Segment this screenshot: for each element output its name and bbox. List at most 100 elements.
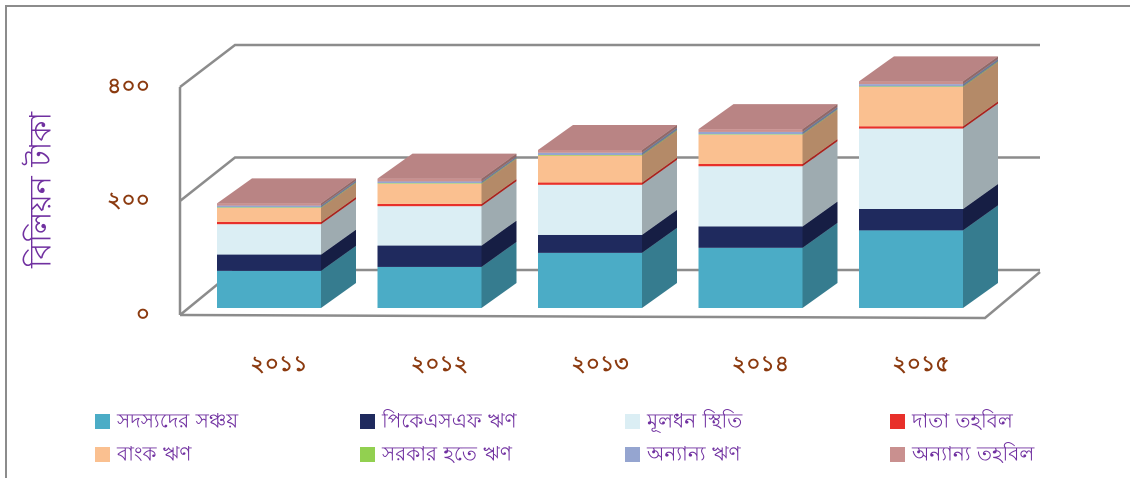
bar-side bbox=[642, 157, 677, 185]
x-tick-label: ২০১৩ bbox=[571, 352, 628, 377]
bar-side bbox=[802, 141, 838, 227]
bar-side bbox=[642, 209, 677, 253]
bar-front bbox=[377, 203, 482, 207]
bar-side bbox=[963, 56, 998, 85]
bar-side bbox=[802, 109, 838, 135]
bar-side bbox=[642, 127, 677, 155]
bar-top bbox=[698, 104, 838, 130]
bar-front bbox=[217, 203, 321, 206]
bar-segment bbox=[698, 222, 838, 308]
legend-swatch bbox=[360, 414, 375, 429]
bar-side bbox=[321, 180, 356, 208]
bar-segment bbox=[377, 241, 517, 308]
bar-segment bbox=[859, 205, 998, 308]
bar-segment bbox=[377, 158, 517, 184]
bar-side bbox=[642, 124, 677, 153]
bar-front bbox=[538, 184, 642, 235]
bar-segment bbox=[859, 184, 998, 231]
bar-front bbox=[538, 234, 642, 253]
bar-front bbox=[698, 129, 803, 132]
bar-side bbox=[481, 220, 517, 267]
bar-top bbox=[377, 153, 517, 179]
bar-segment bbox=[859, 56, 998, 85]
bar-side bbox=[481, 241, 517, 308]
bar-front bbox=[377, 245, 482, 267]
bar-side bbox=[963, 101, 998, 129]
frame bbox=[5, 5, 1130, 478]
bar-segment bbox=[859, 101, 998, 129]
bar-side bbox=[642, 130, 677, 156]
bar-side bbox=[802, 222, 838, 308]
bar-front bbox=[217, 270, 321, 308]
bar-front bbox=[698, 226, 803, 248]
bar-segment bbox=[217, 199, 356, 255]
bar-side bbox=[321, 178, 356, 206]
bar-segment bbox=[698, 106, 838, 135]
bar-front bbox=[698, 164, 803, 167]
bar-front bbox=[377, 183, 482, 184]
bar-segment bbox=[698, 104, 838, 132]
bar-front bbox=[377, 206, 482, 246]
legend-swatch bbox=[360, 447, 375, 462]
legend-swatch bbox=[95, 414, 110, 429]
bar-segment bbox=[538, 157, 677, 185]
legend-swatch bbox=[95, 447, 110, 462]
bar-segment bbox=[217, 245, 356, 308]
y-tick-label: ২০০ bbox=[107, 188, 150, 213]
bar-side bbox=[481, 153, 517, 182]
bar-side bbox=[802, 201, 838, 248]
bar-side bbox=[963, 59, 998, 87]
x-tick-label: ২০১১ bbox=[250, 352, 307, 377]
x-tick-label: ২০১২ bbox=[411, 352, 468, 377]
bar-side bbox=[802, 139, 838, 167]
bar-front bbox=[859, 126, 963, 129]
bar-side bbox=[642, 159, 677, 235]
bar-top bbox=[538, 124, 677, 150]
bar-segment bbox=[217, 182, 356, 208]
y-axis-label: বিলিয়ন টাকা bbox=[22, 111, 59, 269]
bar-side bbox=[963, 103, 998, 209]
bar-segment bbox=[377, 158, 517, 204]
legend-swatch bbox=[890, 414, 905, 429]
grid-line bbox=[179, 43, 1040, 88]
bar-front bbox=[698, 134, 803, 164]
bar-segment bbox=[377, 156, 517, 184]
bar-front bbox=[217, 224, 321, 255]
bar-front bbox=[377, 266, 482, 308]
bar-front bbox=[377, 178, 482, 182]
bar-front bbox=[859, 81, 963, 85]
bar-segment bbox=[698, 201, 838, 248]
bar-front bbox=[538, 155, 642, 183]
bar-side bbox=[321, 229, 356, 271]
bar-segment bbox=[217, 178, 356, 206]
bar-side bbox=[321, 245, 356, 308]
bar-front bbox=[217, 207, 321, 208]
bar-front bbox=[538, 252, 642, 308]
bar-segment bbox=[859, 103, 998, 209]
bar-segment bbox=[859, 59, 998, 87]
bar-side bbox=[963, 184, 998, 231]
legend-swatch bbox=[625, 447, 640, 462]
bar-segment bbox=[377, 220, 517, 267]
bar-segment bbox=[538, 127, 677, 155]
bar-segment bbox=[217, 229, 356, 271]
bar-side bbox=[481, 156, 517, 184]
x-tick-label: ২০১৫ bbox=[892, 352, 949, 377]
bar-front bbox=[698, 166, 803, 227]
bar-segment bbox=[377, 153, 517, 182]
y-tick-label: ০ bbox=[136, 302, 150, 327]
bar-side bbox=[963, 61, 998, 87]
bar-front bbox=[859, 209, 963, 231]
legend-label: সরকার হতে ঋণ bbox=[381, 442, 513, 466]
bar-side bbox=[481, 178, 517, 207]
bar-segment bbox=[538, 124, 677, 153]
bar-side bbox=[481, 158, 517, 204]
bar-segment bbox=[538, 209, 677, 253]
legend-label: পিকেএসএফ ঋণ bbox=[381, 409, 517, 433]
bar-segment bbox=[538, 227, 677, 308]
bar-front bbox=[538, 155, 642, 156]
bar-segment bbox=[698, 109, 838, 164]
bar-segment bbox=[538, 130, 677, 156]
bar-segment bbox=[377, 181, 517, 246]
